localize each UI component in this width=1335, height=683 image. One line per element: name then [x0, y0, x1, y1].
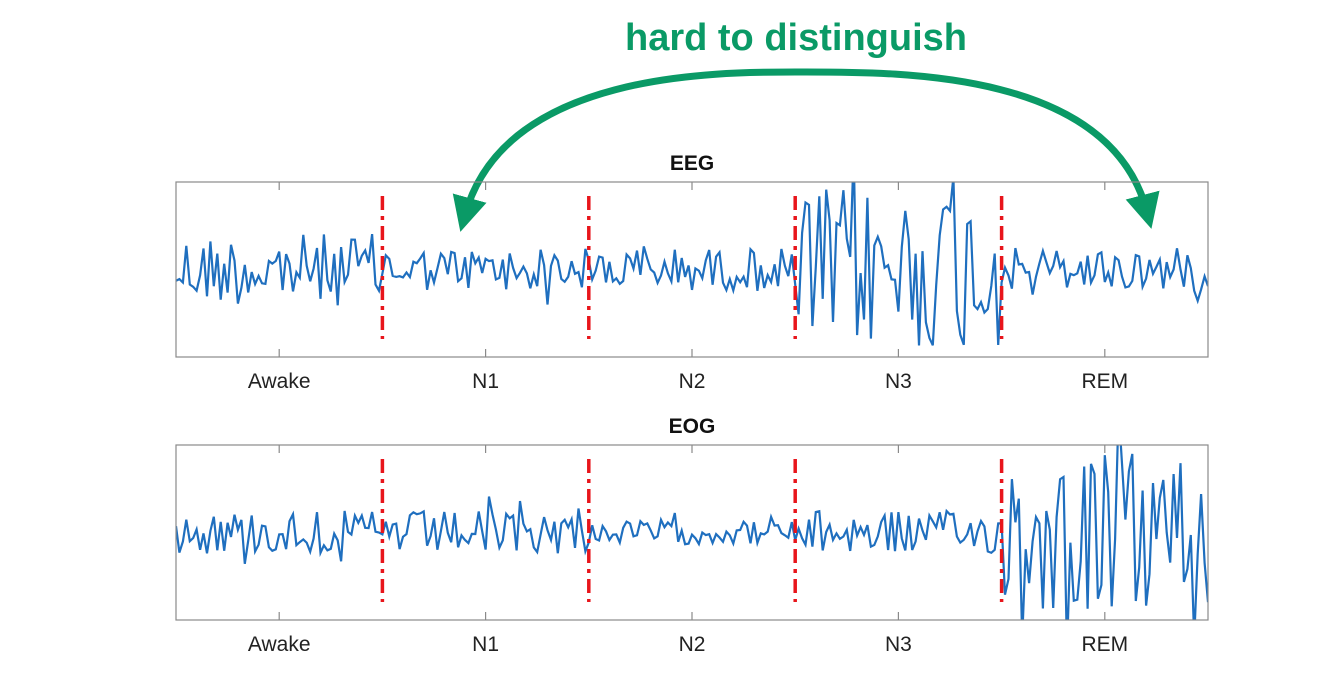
x-tick-label: N2	[679, 633, 706, 656]
eeg-panel: EEG Awake N1 N2 N3 REM	[175, 152, 1209, 393]
chart-title: EOG	[669, 415, 716, 438]
chart-title: EEG	[670, 152, 714, 175]
signal-trace	[176, 182, 1208, 346]
x-tick-label: REM	[1081, 370, 1128, 393]
x-tick-label: N3	[885, 633, 912, 656]
x-tick-label: N1	[472, 370, 499, 393]
x-tick-label: N2	[679, 370, 706, 393]
annotation-arrow	[452, 68, 1160, 232]
x-tick-label: N3	[885, 370, 912, 393]
axes-frame	[175, 181, 1209, 358]
x-tick-label: Awake	[248, 370, 311, 393]
annotation-text: hard to distinguish	[625, 17, 967, 59]
eog-panel: EOG Awake N1 N2 N3 REM	[175, 415, 1209, 656]
x-tick-label: REM	[1081, 633, 1128, 656]
x-tick-label: N1	[472, 633, 499, 656]
signal-trace	[176, 445, 1208, 620]
x-tick-label: Awake	[248, 633, 311, 656]
